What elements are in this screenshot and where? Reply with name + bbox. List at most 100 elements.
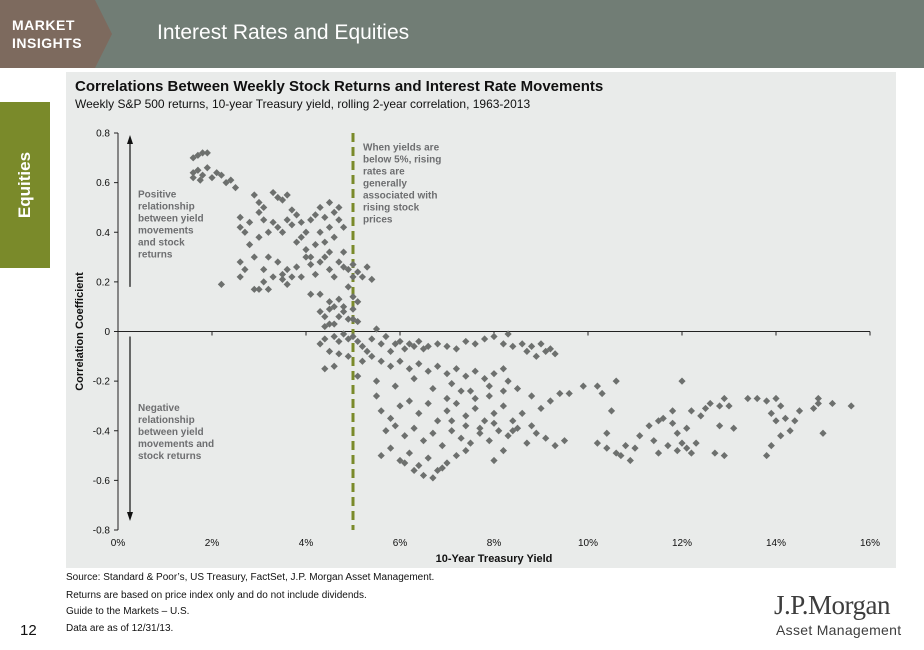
- data-point: [528, 392, 536, 400]
- data-point: [810, 404, 818, 413]
- data-point: [579, 382, 587, 390]
- data-point: [481, 375, 489, 383]
- annotation-threshold: When yields are: [363, 142, 440, 153]
- data-point: [368, 275, 376, 283]
- data-point: [415, 461, 423, 470]
- data-point: [316, 308, 324, 316]
- data-point: [711, 449, 719, 457]
- data-point: [358, 342, 366, 350]
- negative-arrowhead: [127, 512, 133, 521]
- data-point: [504, 330, 512, 338]
- data-point: [349, 293, 357, 301]
- data-point: [669, 407, 677, 415]
- data-point: [767, 442, 775, 450]
- data-point: [476, 424, 484, 432]
- data-point: [631, 444, 639, 452]
- data-point: [316, 340, 324, 348]
- data-point: [293, 263, 301, 271]
- data-point: [452, 451, 460, 460]
- data-point: [405, 397, 413, 405]
- data-point: [236, 273, 244, 281]
- data-point: [471, 404, 479, 413]
- y-tick-label: -0.6: [93, 476, 111, 487]
- data-point: [443, 459, 451, 467]
- data-point: [443, 407, 451, 415]
- data-point: [199, 149, 207, 157]
- data-point: [434, 466, 442, 475]
- data-point: [316, 258, 324, 266]
- data-point: [593, 439, 601, 447]
- data-point: [401, 459, 409, 467]
- data-point: [546, 345, 554, 353]
- data-point: [485, 392, 493, 400]
- annotation-threshold: associated with: [363, 190, 437, 201]
- data-point: [528, 422, 536, 430]
- data-point: [697, 412, 705, 420]
- data-point: [645, 422, 653, 430]
- data-point: [340, 330, 348, 338]
- data-point: [330, 303, 338, 311]
- data-point: [278, 196, 287, 204]
- data-point: [264, 285, 272, 293]
- data-point: [288, 273, 296, 281]
- data-point: [678, 377, 686, 385]
- data-point: [401, 345, 409, 353]
- data-point: [777, 402, 785, 410]
- page-number: 12: [20, 622, 37, 639]
- data-point: [382, 332, 390, 341]
- data-point: [528, 342, 536, 350]
- data-point: [499, 340, 507, 348]
- annotation-positive: between yield: [138, 214, 204, 225]
- data-point: [278, 275, 287, 283]
- data-point: [325, 248, 334, 256]
- data-point: [396, 357, 404, 365]
- annotation-negative: between yield: [138, 427, 204, 438]
- header-bar: MARKET INSIGHTS Interest Rates and Equit…: [0, 0, 924, 68]
- footer-note-guide: Guide to the Markets – U.S.: [66, 606, 190, 617]
- data-point: [283, 216, 291, 224]
- data-point: [814, 394, 822, 403]
- annotation-positive: returns: [138, 250, 173, 261]
- data-point: [654, 449, 663, 457]
- annotation-threshold: generally: [363, 178, 407, 189]
- data-point: [354, 317, 362, 326]
- data-point: [462, 372, 470, 380]
- data-point: [523, 347, 531, 355]
- data-point: [466, 439, 475, 447]
- data-point: [490, 370, 498, 378]
- data-point: [509, 342, 517, 350]
- data-point: [387, 347, 395, 355]
- data-point: [311, 241, 319, 249]
- data-point: [321, 335, 329, 343]
- section-tab-label: Equities: [15, 151, 34, 219]
- data-point: [499, 447, 507, 455]
- data-point: [457, 434, 465, 442]
- data-point: [274, 258, 282, 266]
- annotation-threshold: rates are: [363, 166, 405, 177]
- section-tab-equities[interactable]: Equities: [0, 102, 50, 268]
- data-point: [189, 174, 197, 182]
- y-tick-label: 0: [104, 327, 110, 338]
- data-point: [626, 456, 634, 465]
- data-point: [518, 340, 526, 348]
- brand-box-shape: [0, 0, 112, 68]
- data-point: [344, 352, 352, 360]
- data-point: [321, 213, 329, 221]
- data-point: [438, 464, 446, 472]
- chart-title: Correlations Between Weekly Stock Return…: [75, 78, 604, 95]
- data-point: [532, 352, 540, 360]
- brand-line-1: MARKET: [12, 17, 75, 33]
- data-point: [255, 285, 263, 293]
- data-point: [283, 265, 291, 274]
- data-point: [330, 362, 338, 370]
- data-point: [429, 474, 437, 482]
- data-point: [269, 273, 277, 281]
- data-point: [213, 169, 221, 177]
- data-point: [274, 223, 282, 231]
- data-point: [603, 444, 611, 452]
- data-point: [344, 315, 352, 323]
- jpmorgan-logo: J.P.Morgan: [774, 590, 891, 620]
- data-point: [419, 471, 428, 480]
- data-point: [330, 273, 338, 281]
- data-point: [208, 174, 216, 182]
